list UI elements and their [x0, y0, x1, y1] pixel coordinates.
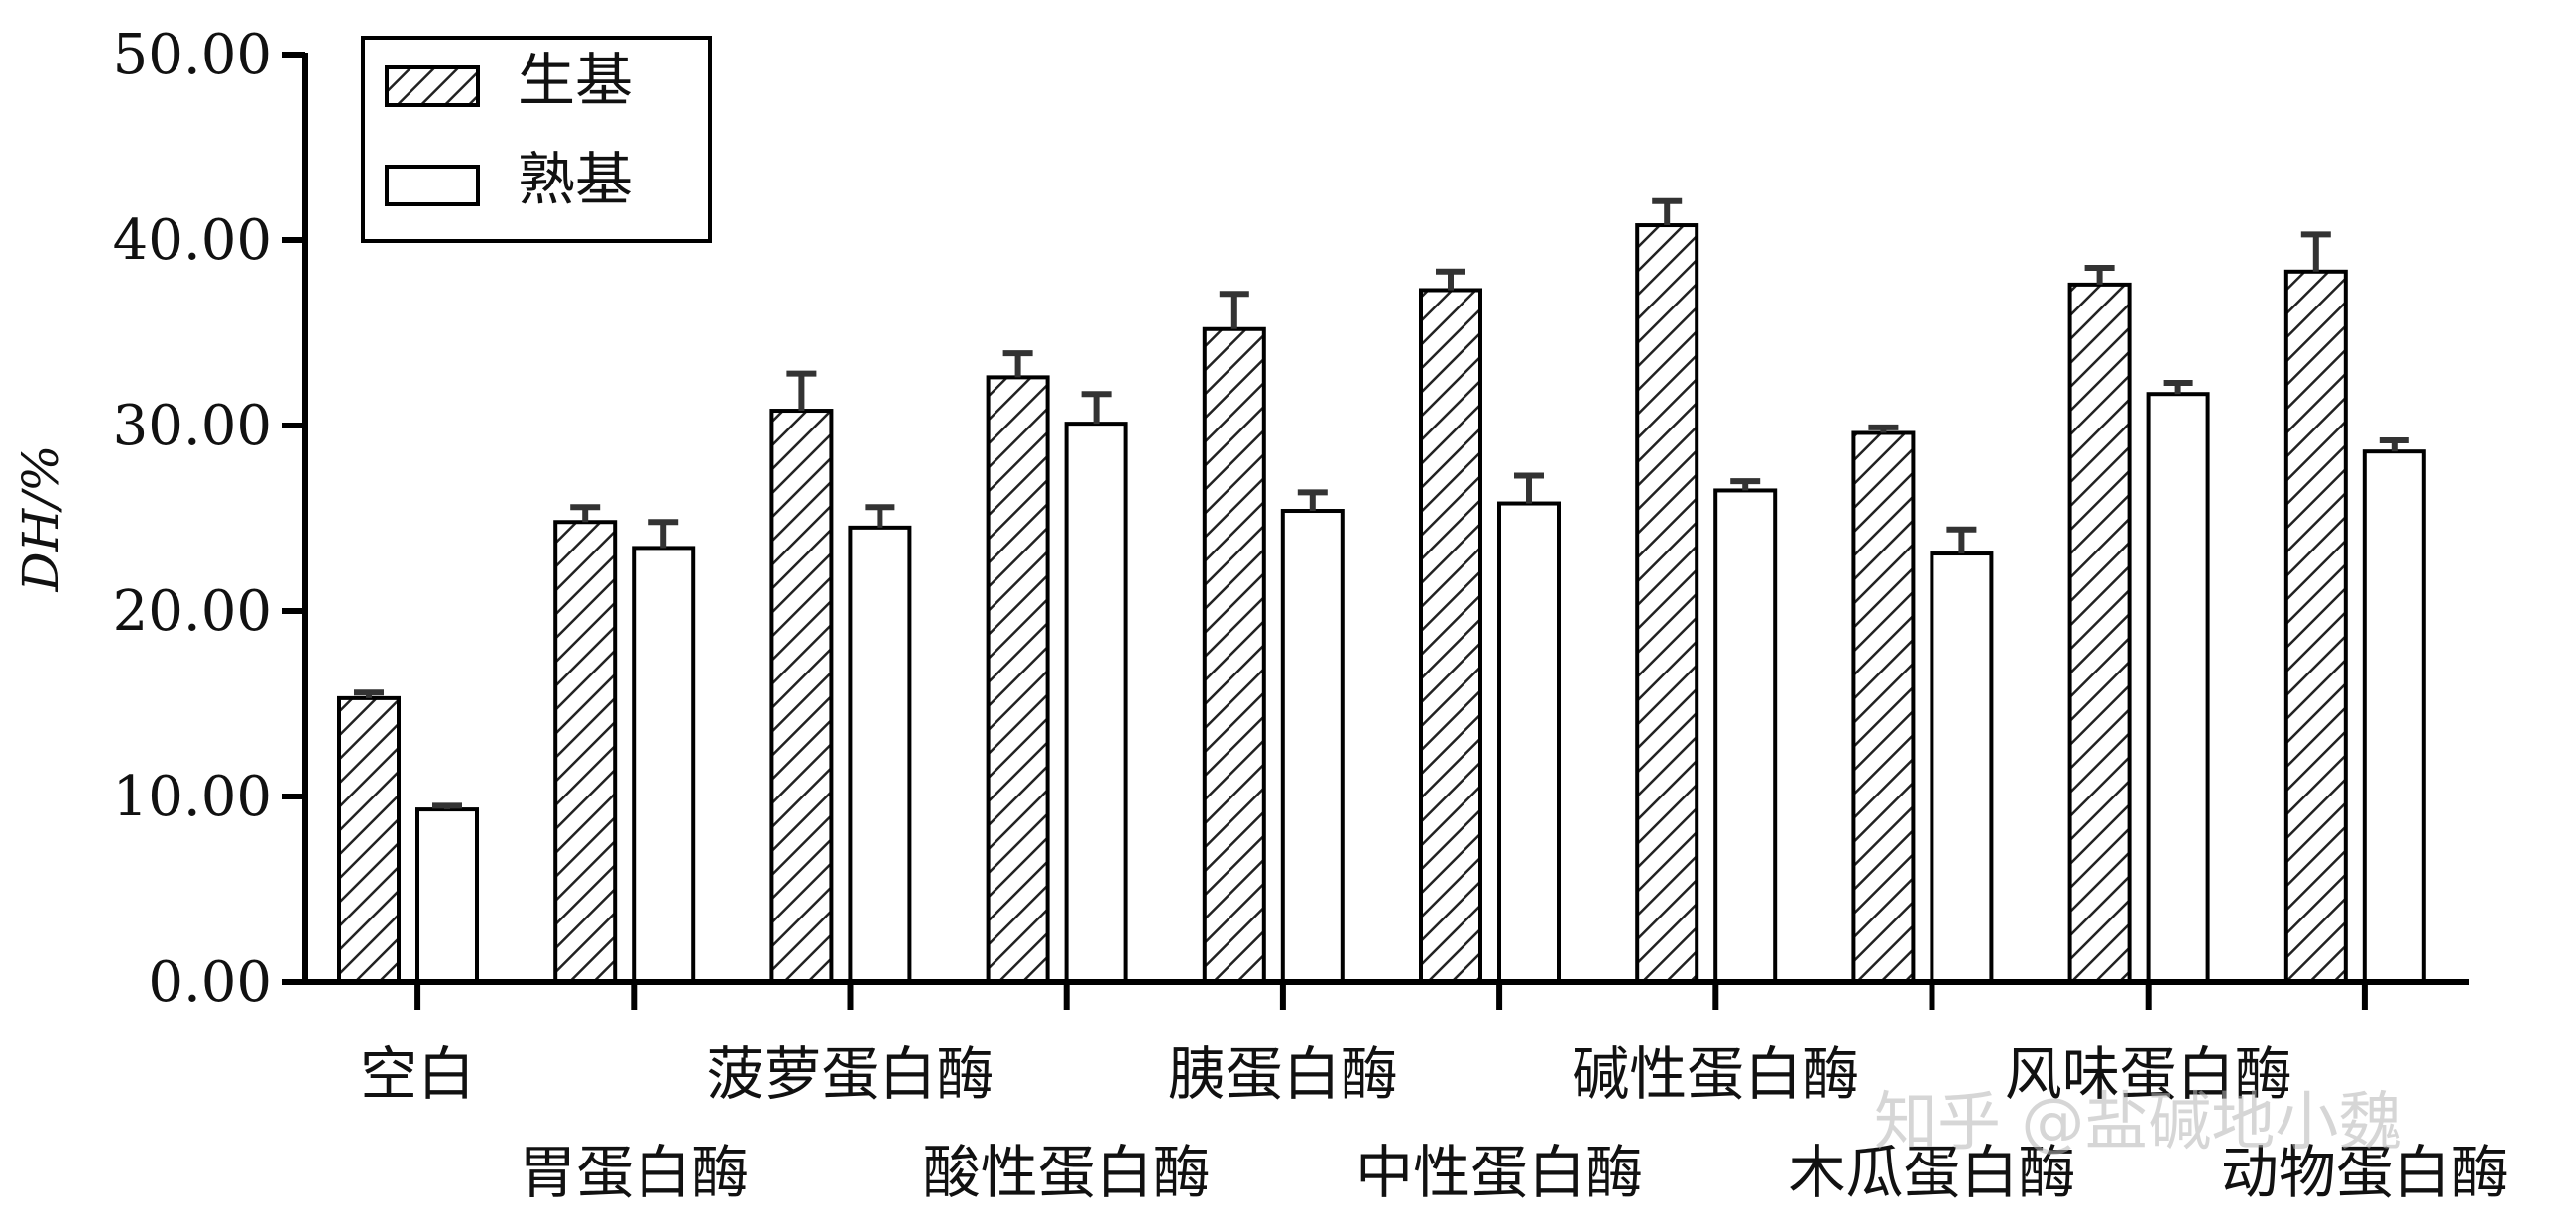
y-tick-label: 50.00	[113, 23, 272, 87]
axes-layer	[282, 52, 2469, 1010]
bar	[1930, 551, 1994, 985]
bar	[1280, 509, 1345, 985]
bar	[1713, 488, 1778, 984]
y-tick-label: 0.00	[148, 950, 272, 1015]
y-tick-label: 10.00	[113, 765, 272, 829]
bars-layer	[337, 197, 2426, 985]
y-tick-label: 40.00	[113, 208, 272, 273]
x-tick-label: 动物蛋白酶	[2221, 1139, 2509, 1206]
bar	[1419, 288, 1482, 984]
x-tick-label: 中性蛋白酶	[1355, 1139, 1643, 1206]
bar	[1635, 223, 1699, 985]
bar	[553, 520, 618, 984]
bar	[1497, 501, 1561, 984]
legend-label: 熟基	[518, 146, 633, 213]
bar	[415, 807, 479, 985]
bar	[1851, 430, 1916, 985]
legend-swatch	[385, 165, 480, 206]
bar	[986, 375, 1050, 984]
x-tick-label: 酸性蛋白酶	[923, 1139, 1211, 1206]
bar	[848, 525, 912, 984]
y-tick-label: 30.00	[113, 394, 272, 458]
bar	[1064, 422, 1128, 984]
bar	[1202, 326, 1266, 984]
x-tick-label: 菠萝蛋白酶	[706, 1040, 994, 1108]
bar	[2067, 282, 2132, 984]
x-tick-label: 胰蛋白酶	[1168, 1040, 1398, 1108]
x-tick-label: 木瓜蛋白酶	[1788, 1139, 2075, 1206]
bar	[2283, 269, 2348, 985]
y-axis-label: DH/%	[12, 444, 69, 592]
x-tick-label: 风味蛋白酶	[2005, 1040, 2292, 1108]
y-tick-label: 20.00	[113, 579, 272, 644]
x-tick-label: 空白	[360, 1040, 475, 1108]
bar	[2362, 449, 2426, 984]
x-tick-label: 碱性蛋白酶	[1572, 1040, 1859, 1108]
bar	[632, 546, 696, 984]
bar	[337, 695, 401, 984]
bar	[2146, 392, 2210, 984]
legend-label: 生基	[518, 47, 633, 114]
x-tick-label: 胃蛋白酶	[519, 1139, 749, 1206]
bar	[769, 409, 834, 985]
legend-swatch	[385, 65, 480, 107]
